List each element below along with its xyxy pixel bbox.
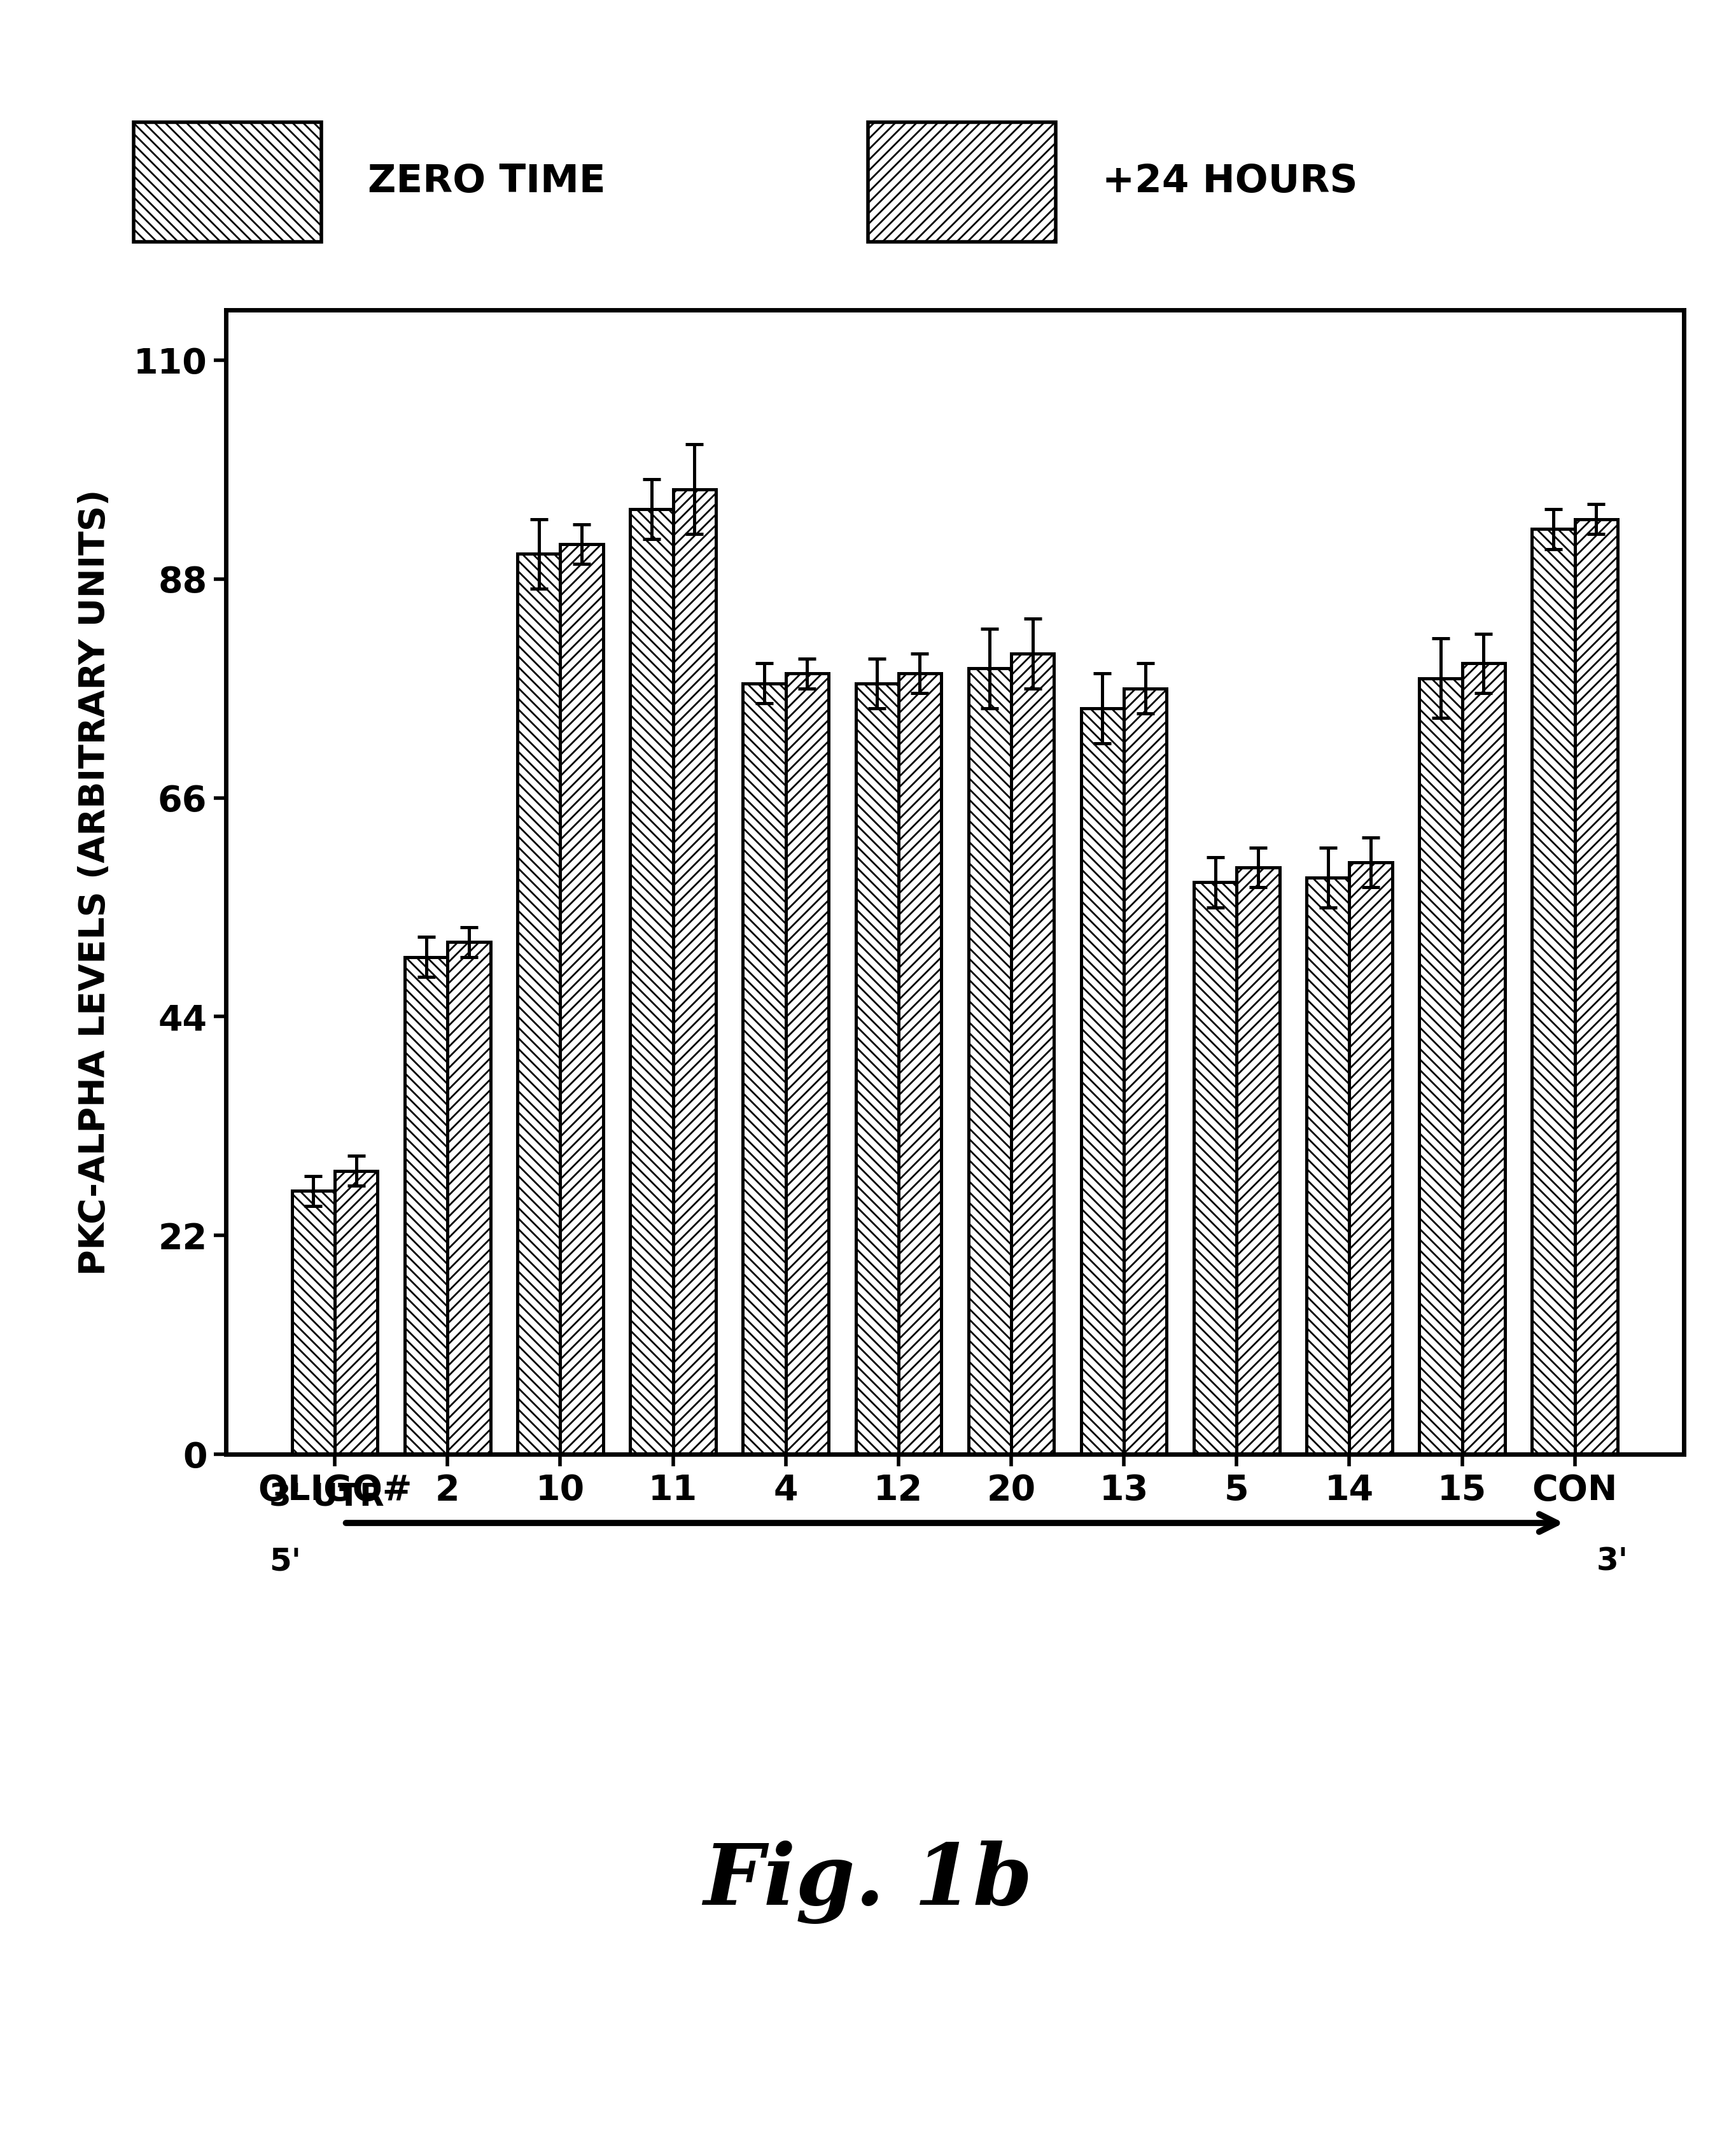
- Text: ZERO TIME: ZERO TIME: [368, 163, 606, 201]
- Bar: [969, 667, 1010, 1455]
- Bar: [404, 956, 448, 1455]
- Bar: [561, 543, 602, 1455]
- Bar: [1082, 708, 1123, 1455]
- Text: 3' UTR: 3' UTR: [269, 1482, 384, 1512]
- Bar: [1349, 862, 1392, 1455]
- Bar: [899, 674, 941, 1455]
- Bar: [1194, 883, 1236, 1455]
- Text: Fig. 1b: Fig. 1b: [703, 1842, 1033, 1923]
- Bar: [335, 1170, 378, 1455]
- FancyBboxPatch shape: [134, 122, 321, 242]
- Bar: [1010, 655, 1054, 1455]
- Bar: [1420, 678, 1462, 1455]
- Text: 3': 3': [1597, 1546, 1628, 1576]
- Y-axis label: PKC-ALPHA LEVELS (ARBITRARY UNITS): PKC-ALPHA LEVELS (ARBITRARY UNITS): [78, 490, 113, 1275]
- Bar: [448, 941, 490, 1455]
- Bar: [1531, 528, 1575, 1455]
- Bar: [786, 674, 828, 1455]
- Bar: [743, 682, 786, 1455]
- Bar: [674, 490, 715, 1455]
- Bar: [1123, 689, 1167, 1455]
- Text: +24 HOURS: +24 HOURS: [1102, 163, 1358, 201]
- Bar: [856, 682, 899, 1455]
- Text: 5': 5': [269, 1546, 302, 1576]
- Bar: [1462, 663, 1505, 1455]
- Bar: [517, 554, 561, 1455]
- Bar: [292, 1191, 335, 1455]
- Bar: [1236, 868, 1279, 1455]
- Bar: [630, 509, 674, 1455]
- Bar: [1307, 877, 1349, 1455]
- Bar: [1575, 520, 1618, 1455]
- FancyBboxPatch shape: [868, 122, 1055, 242]
